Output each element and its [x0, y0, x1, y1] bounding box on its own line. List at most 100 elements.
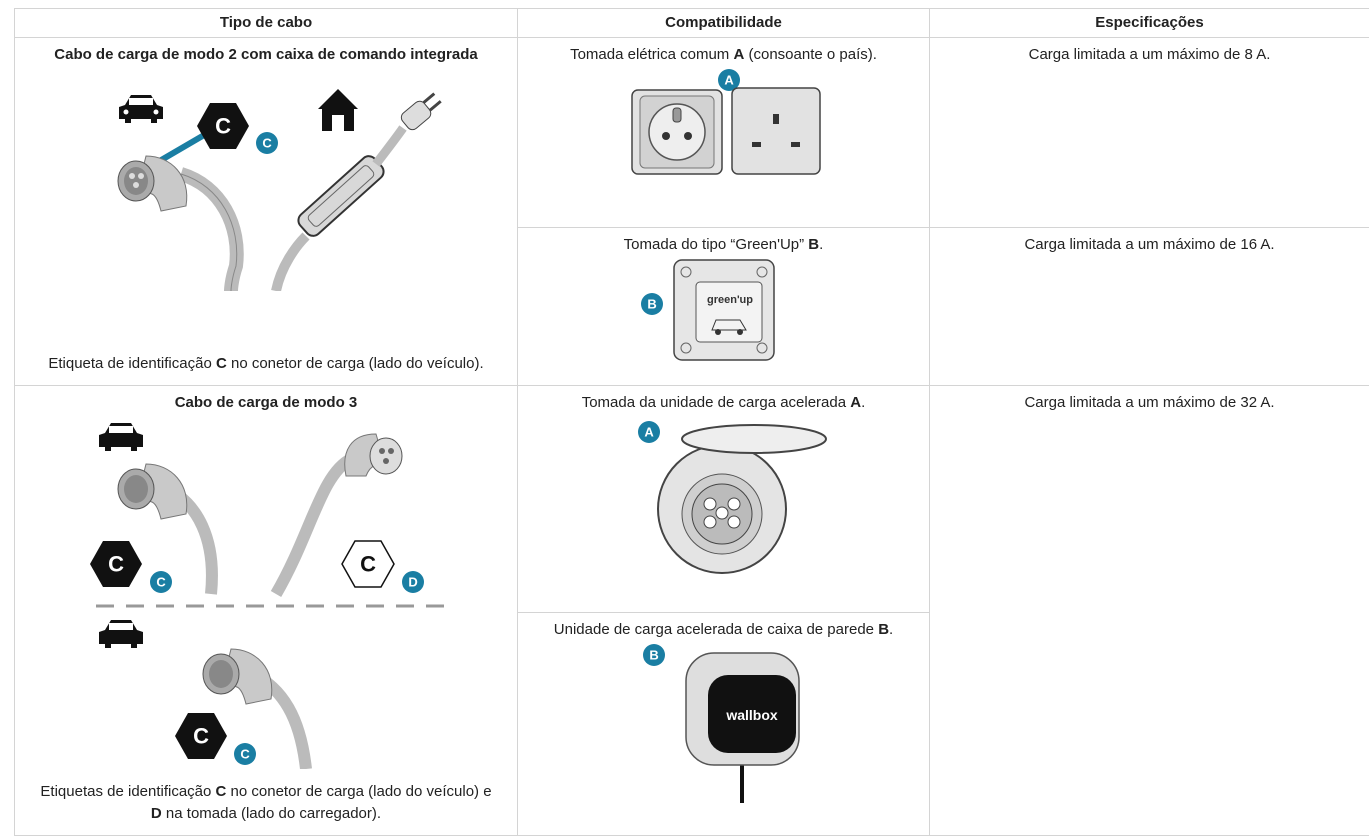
cable-title: Cabo de carga de modo 2 com caixa de com…: [25, 44, 507, 66]
socket-uk-part: [732, 88, 820, 174]
cable-content: Cabo de carga de modo 2 com caixa de com…: [25, 44, 507, 379]
header-row: Tipo de cabo Compatibilidade Especificaç…: [15, 9, 1369, 38]
label-badge: C: [234, 743, 256, 765]
label-text: C: [262, 136, 272, 151]
cable: [276, 459, 351, 594]
text: (consoante o país).: [744, 46, 877, 63]
text: Tomada elétrica comum: [570, 46, 733, 63]
type2-socket-part: [704, 516, 716, 528]
label-text: B: [649, 647, 658, 662]
brand-text: wallbox: [725, 707, 778, 723]
row: Cabo de carga de modo 2 com caixa de com…: [15, 38, 1369, 228]
label-badge: A: [638, 421, 660, 443]
car-icon-part: [154, 110, 159, 115]
connector-part: [133, 182, 139, 188]
connector: [203, 649, 272, 704]
brand-text: green'up: [706, 294, 752, 306]
type2-socket: [658, 425, 826, 573]
greenup-plate-part: [737, 329, 743, 335]
label-text: C: [193, 724, 209, 749]
option-text: Tomada elétrica comum A (consoante o paí…: [528, 44, 919, 66]
greenup-plate-part: [715, 329, 721, 335]
text: .: [819, 236, 823, 253]
spec-cell: Carga limitada a um máximo de 8 A.: [930, 38, 1369, 228]
plug-part: [424, 94, 435, 103]
caption-bold: C: [216, 355, 227, 372]
label-text: A: [724, 73, 734, 88]
connector: [345, 434, 402, 476]
wallsocket-figure: A: [614, 414, 834, 579]
text: na tomada (lado do carregador).: [162, 805, 381, 822]
text: A: [850, 394, 861, 411]
text: D: [151, 805, 162, 822]
socket-uk-part: [773, 114, 779, 124]
option-cell: Tomada da unidade de carga acelerada A. …: [518, 386, 930, 613]
option-text: Tomada do tipo “Green'Up” B.: [528, 234, 919, 256]
cable-cell: Cabo de carga de modo 3 C C C D C C Etiq…: [15, 386, 518, 836]
wallbox: wallbox: [686, 653, 799, 765]
text: .: [889, 621, 893, 638]
caption-text: Etiqueta de identificação: [48, 355, 216, 372]
car-icon-part: [109, 426, 133, 433]
label-badge: C: [150, 571, 172, 593]
label-text: C: [156, 575, 166, 590]
label-hexagon: C: [197, 103, 249, 149]
label-text: C: [108, 552, 124, 577]
text: .: [861, 394, 865, 411]
socket-uk: [732, 88, 820, 174]
greenup-figure: B green'up: [624, 256, 824, 364]
option-cell: Tomada elétrica comum A (consoante o paí…: [518, 38, 930, 228]
label-text: C: [360, 552, 376, 577]
cable: [376, 128, 403, 164]
text: no conetor de carga (lado do veículo) e: [226, 783, 491, 800]
spec-cell: Carga limitada a um máximo de 32 A.: [930, 386, 1369, 836]
connector-part: [124, 475, 148, 503]
connector-part: [209, 660, 233, 688]
cable: [181, 174, 237, 291]
caption-text: no conetor de carga (lado do veículo).: [227, 355, 484, 372]
cable-caption: Etiquetas de identificação C no conetor …: [35, 781, 497, 825]
text: C: [216, 783, 227, 800]
wallbox-figure: B wallbox: [624, 641, 824, 803]
cable-table: Tipo de cabo Compatibilidade Especificaç…: [14, 8, 1369, 836]
cable-content: Cabo de carga de modo 3 C C C D C C Etiq…: [25, 392, 507, 829]
label-badge: B: [641, 293, 663, 315]
type2-socket-part: [682, 425, 826, 453]
cable-title: Cabo de carga de modo 3: [25, 392, 507, 414]
text: B: [808, 236, 819, 253]
label-badge: C: [256, 132, 278, 154]
label-hexagon: C: [90, 541, 142, 587]
socket-figure: A: [594, 66, 854, 176]
connector-part: [370, 438, 402, 474]
plug: [399, 90, 444, 132]
text: Unidade de carga acelerada de caixa de p…: [554, 621, 878, 638]
connector-part: [138, 173, 144, 179]
socket-uk-part: [791, 142, 800, 147]
connector: [118, 156, 187, 211]
house-icon: [318, 89, 358, 131]
text: A: [733, 46, 744, 63]
option-text: Tomada da unidade de carga acelerada A.: [528, 392, 919, 414]
label-text: C: [240, 747, 250, 762]
text: Etiquetas de identificação: [40, 783, 215, 800]
plug-part: [430, 101, 441, 110]
text: Tomada do tipo “Green'Up”: [624, 236, 809, 253]
greenup-plate: green'up: [674, 260, 774, 360]
car-icon: [119, 95, 163, 123]
control-box: [295, 153, 387, 239]
socket-french-part: [673, 108, 681, 122]
label-text: D: [408, 575, 417, 590]
cable: [276, 236, 306, 291]
cable-caption: Etiqueta de identificação C no conetor d…: [35, 353, 497, 375]
car-icon-part: [124, 110, 129, 115]
header-cell: Tipo de cabo: [15, 9, 518, 38]
socket-french-part: [684, 132, 692, 140]
label-text: B: [647, 296, 656, 311]
socket-french-part: [662, 132, 670, 140]
connector-part: [379, 448, 385, 454]
car-icon-part: [109, 623, 133, 630]
option-text: Unidade de carga acelerada de caixa de p…: [528, 619, 919, 641]
label-badge: B: [643, 644, 665, 666]
label-hexagon: C: [175, 713, 227, 759]
